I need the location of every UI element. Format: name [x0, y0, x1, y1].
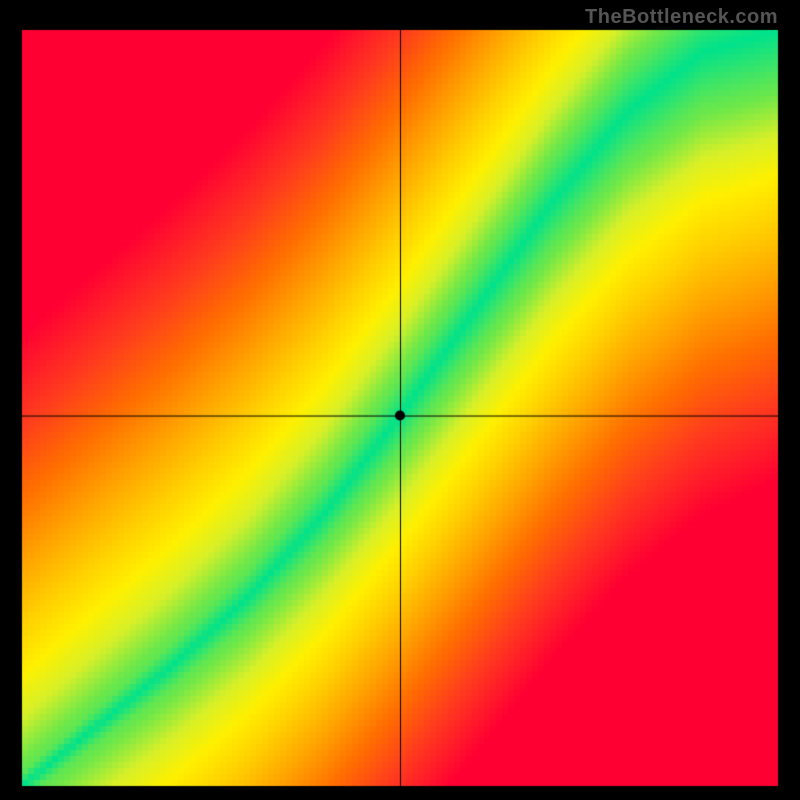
bottleneck-heatmap	[0, 0, 800, 800]
watermark-text: TheBottleneck.com	[585, 6, 778, 29]
chart-container: { "watermark": { "text": "TheBottleneck.…	[0, 0, 800, 800]
